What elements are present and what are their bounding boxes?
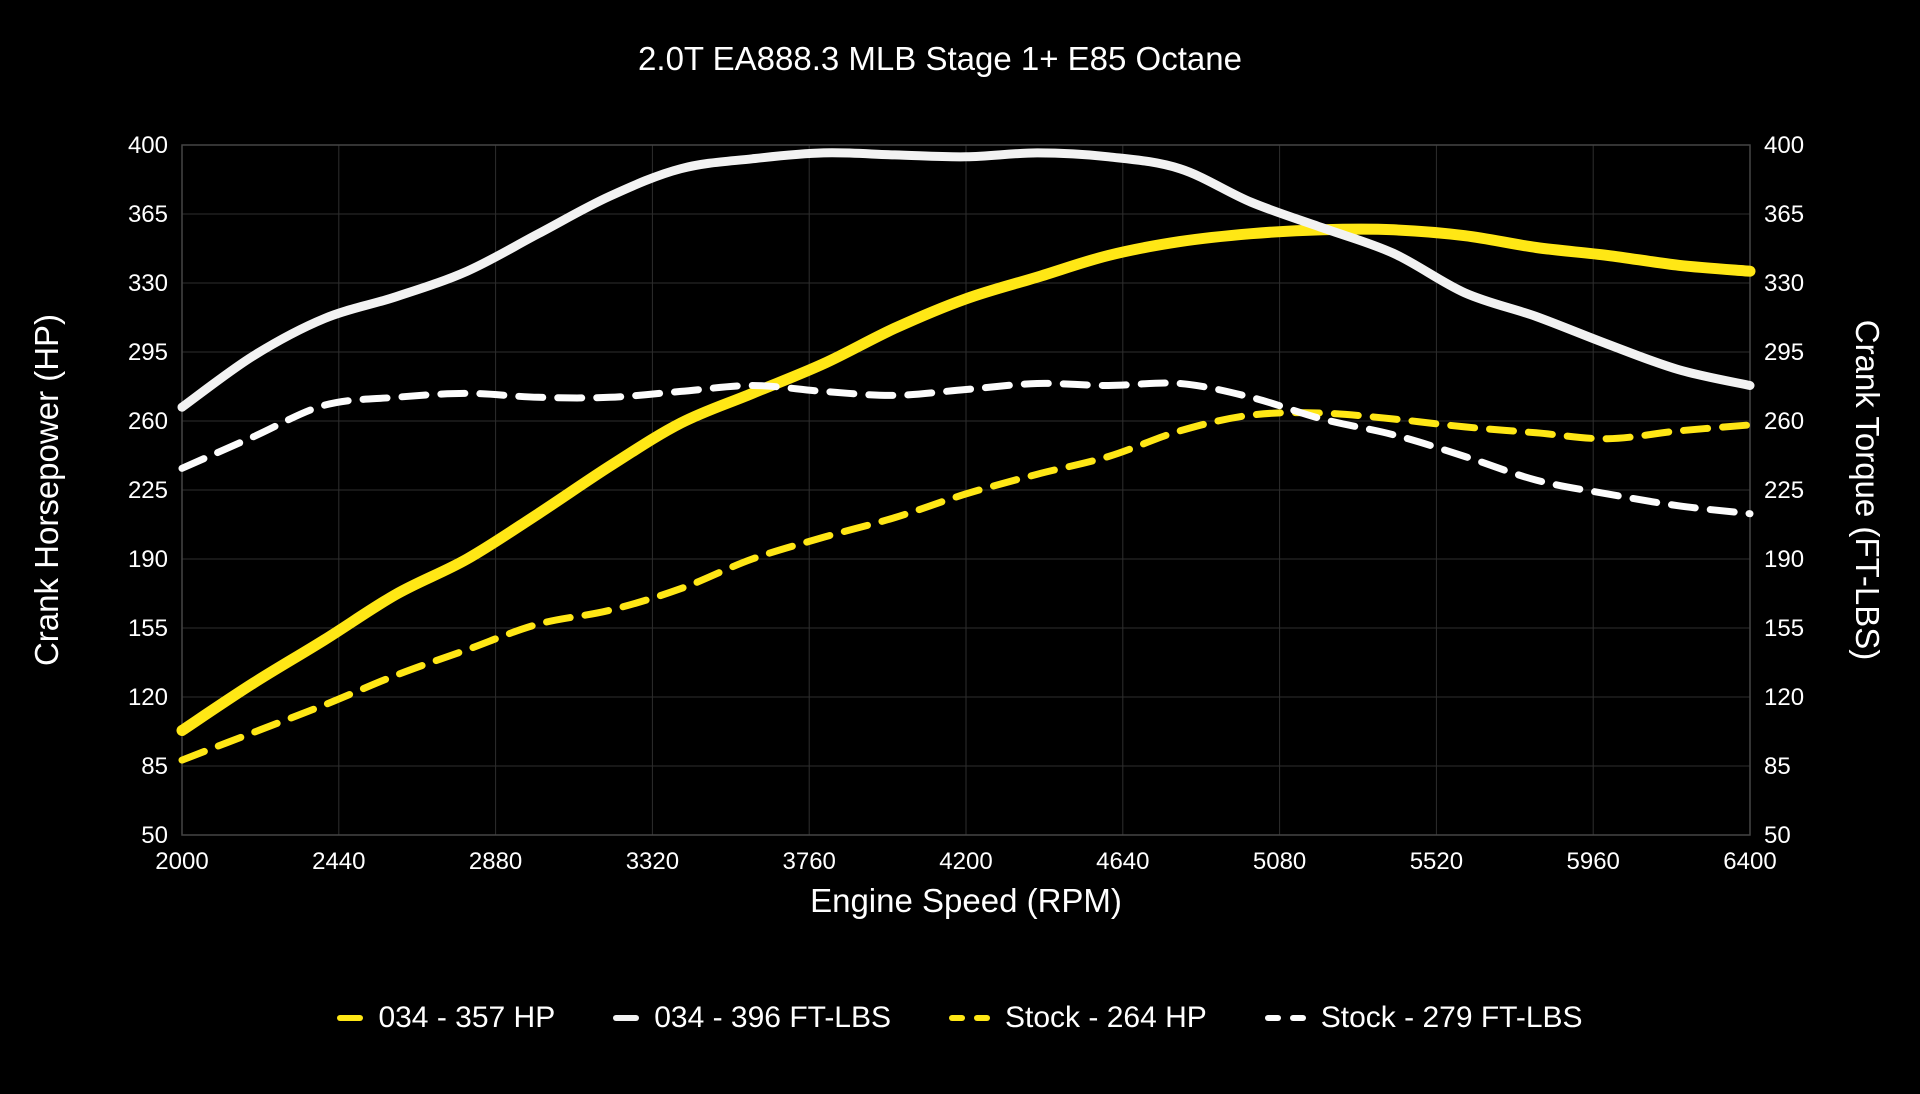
y-tick-left-295: 295 [128, 339, 168, 366]
x-tick-5080: 5080 [1253, 848, 1306, 875]
legend-swatch-segment [337, 1015, 364, 1021]
legend-item-034-hp[interactable]: 034 - 357 HP [337, 1001, 555, 1035]
y-axis-left-title: Crank Horsepower (HP) [28, 314, 65, 666]
legend-item-034-ftlbs[interactable]: 034 - 396 FT-LBS [613, 1001, 891, 1035]
curve-stock-hp [178, 409, 1754, 764]
x-tick-2880: 2880 [469, 848, 522, 875]
y-tick-left-260: 260 [128, 408, 168, 435]
legend: 034 - 357 HP 034 - 396 FT-LBS Stock - 264 … [0, 1001, 1920, 1035]
x-tick-4640: 4640 [1096, 848, 1149, 875]
x-tick-5520: 5520 [1410, 848, 1463, 875]
y-tick-left-225: 225 [128, 477, 168, 504]
legend-swatch-034-hp-solid-line-icon [337, 1015, 364, 1021]
curves [176, 148, 1756, 764]
legend-swatch-segment [1289, 1015, 1306, 1021]
axis-ticks: 400 400 365 365 330 330 295 295 260 260 225 225 190 1… [128, 132, 1804, 875]
y-tick-left-400: 400 [128, 132, 168, 159]
legend-swatch-stock-ftlbs-dashed-line-icon [1264, 1015, 1306, 1021]
y-tick-left-120: 120 [128, 684, 168, 711]
legend-swatch-stock-hp-dashed-line-icon [949, 1015, 991, 1021]
y-tick-left-50: 50 [141, 822, 168, 849]
chart-title: 2.0T EA888.3 MLB Stage 1+ E85 Octane [638, 40, 1242, 77]
legend-item-stock-hp[interactable]: Stock - 264 HP [949, 1001, 1207, 1035]
legend-swatch-segment [1264, 1015, 1281, 1021]
y-tick-right-400: 400 [1764, 132, 1804, 159]
legend-swatch-034-ftlbs-solid-line-icon [613, 1015, 640, 1021]
legend-label: 034 - 357 HP [378, 1001, 556, 1034]
y-axis-right-title: Crank Torque (FT-LBS) [1849, 320, 1886, 661]
curve-034-hp [176, 223, 1756, 737]
x-tick-4200: 4200 [939, 848, 992, 875]
y-tick-left-365: 365 [128, 201, 168, 228]
x-tick-3320: 3320 [626, 848, 679, 875]
y-tick-left-190: 190 [128, 546, 168, 573]
legend-label: Stock - 264 HP [1005, 1001, 1207, 1034]
y-tick-right-155: 155 [1764, 615, 1804, 642]
y-tick-right-295: 295 [1764, 339, 1804, 366]
y-tick-right-190: 190 [1764, 546, 1804, 573]
legend-swatch-segment [949, 1015, 966, 1021]
y-tick-left-155: 155 [128, 615, 168, 642]
x-tick-2440: 2440 [312, 848, 365, 875]
gridlines [181, 144, 1751, 836]
y-tick-right-260: 260 [1764, 408, 1804, 435]
y-tick-right-225: 225 [1764, 477, 1804, 504]
plot-border [181, 144, 1751, 836]
legend-label: 034 - 396 FT-LBS [654, 1001, 892, 1034]
curve-stock-ftlbs [178, 379, 1754, 518]
y-tick-left-85: 85 [141, 753, 168, 780]
x-tick-6400: 6400 [1723, 848, 1776, 875]
x-tick-2000: 2000 [155, 848, 208, 875]
legend-label: Stock - 279 FT-LBS [1320, 1001, 1583, 1034]
y-tick-right-365: 365 [1764, 201, 1804, 228]
y-tick-right-120: 120 [1764, 684, 1804, 711]
y-tick-right-330: 330 [1764, 270, 1804, 297]
curve-034-ftlbs [177, 148, 1755, 412]
x-axis-title: Engine Speed (RPM) [810, 882, 1122, 919]
x-tick-5960: 5960 [1567, 848, 1620, 875]
y-tick-left-330: 330 [128, 270, 168, 297]
legend-item-stock-ftlbs[interactable]: Stock - 279 FT-LBS [1264, 1001, 1583, 1035]
y-tick-right-85: 85 [1764, 753, 1791, 780]
y-tick-right-50: 50 [1764, 822, 1791, 849]
legend-swatch-segment [974, 1015, 991, 1021]
x-tick-3760: 3760 [783, 848, 836, 875]
legend-swatch-segment [613, 1015, 640, 1021]
